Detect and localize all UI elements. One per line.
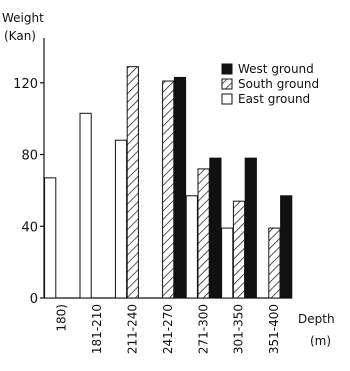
bar-east-ground [221,227,234,299]
category-label: 181-210 [90,304,104,354]
bar-east-ground [44,177,57,299]
legend-label-west: West ground [238,62,314,76]
y-axis-label-line2: (Kan) [4,29,36,43]
category-label: 271-300 [196,304,210,354]
y-ticks: 0 40 80 120 [13,77,44,307]
bar-west-ground [244,157,257,299]
category-label: 351-400 [267,304,281,354]
legend-label-east: East ground [238,92,310,106]
y-tick-label: 120 [13,77,38,92]
y-tick-label: 80 [21,149,38,164]
category-label: 180) [55,304,69,332]
y-tick-label: 40 [21,220,38,235]
legend: West ground South ground East ground [221,62,319,106]
category-label: 211-240 [126,304,140,354]
x-axis-label-line1: Depth [298,312,335,326]
bar-south-ground [197,168,210,299]
legend-swatch-west [221,63,233,75]
category-labels: 180) 181-210 211-240 241-270 271-300 301-350 3… [55,304,281,354]
bar-south-ground [232,200,246,299]
x-axis-label-line2: (m) [310,334,331,348]
bars [44,66,293,299]
y-axis-label-line1: Weight [2,11,44,25]
bar-south-ground [162,80,175,299]
bar-east-ground [79,112,92,299]
bar-east-ground [185,195,198,299]
legend-swatch-south [221,78,233,90]
bar-east-ground [114,139,128,299]
bar-west-ground [173,76,187,299]
category-label: 301-350 [232,304,246,354]
bar-south-ground [268,227,281,299]
bar-west-ground [280,195,293,299]
y-tick-label: 0 [30,292,38,307]
category-label: 241-270 [161,304,175,354]
legend-label-south: South ground [238,77,319,91]
legend-swatch-east [221,93,233,105]
bar-west-ground [209,157,222,299]
bar-south-ground [126,66,139,299]
